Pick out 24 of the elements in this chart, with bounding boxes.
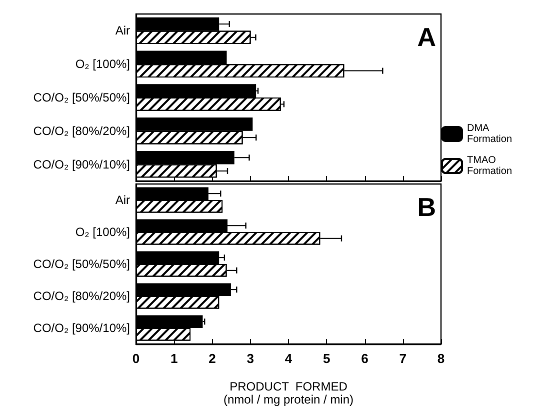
legend-label: TMAO Formation bbox=[467, 155, 512, 177]
x-tick-label: 3 bbox=[246, 351, 254, 366]
y-tick-label: CO/O₂ [90%/10%] bbox=[33, 157, 130, 172]
annotation: A bbox=[417, 22, 436, 52]
y-tick-label: CO/O₂ [80%/20%] bbox=[33, 289, 130, 303]
x-tick-label: 4 bbox=[284, 351, 293, 366]
x-tick-label: 5 bbox=[323, 351, 330, 366]
y-tick-label: O₂ [100%] bbox=[75, 57, 130, 72]
y-tick-label: CO/O₂ [50%/50%] bbox=[33, 257, 130, 271]
legend-label: DMA Formation bbox=[467, 123, 512, 145]
y-tick-label: Air bbox=[115, 24, 130, 38]
x-tick-label: 7 bbox=[399, 351, 406, 366]
y-tick-label: Air bbox=[115, 193, 130, 207]
annotation: B bbox=[417, 192, 436, 222]
y-tick-label: CO/O₂ [90%/10%] bbox=[33, 321, 130, 335]
x-tick-label: 2 bbox=[208, 351, 216, 366]
x-tick-label: 1 bbox=[170, 351, 178, 366]
y-tick-label: CO/O₂ [80%/20%] bbox=[33, 124, 130, 138]
x-tick-label: 6 bbox=[361, 351, 368, 366]
y-tick-label: CO/O₂ [50%/50%] bbox=[33, 90, 130, 104]
x-axis-title: PRODUCT FORMED (nmol / mg protein / min) bbox=[223, 380, 354, 406]
x-tick-label: 8 bbox=[437, 351, 445, 366]
y-tick-label: O₂ [100%] bbox=[75, 225, 130, 239]
x-tick-label: 0 bbox=[132, 351, 140, 366]
